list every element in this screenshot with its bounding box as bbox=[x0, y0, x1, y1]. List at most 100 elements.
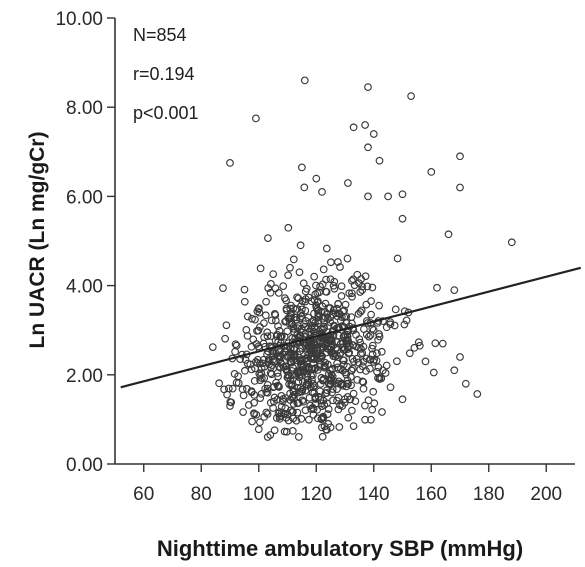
data-point bbox=[304, 293, 313, 302]
data-point bbox=[301, 406, 310, 415]
data-point bbox=[269, 270, 278, 278]
data-point bbox=[297, 414, 306, 423]
data-point bbox=[261, 384, 270, 393]
stats-annotation: N=854 r=0.194 p<0.001 bbox=[133, 25, 199, 123]
data-point bbox=[348, 289, 356, 298]
data-point bbox=[362, 330, 371, 339]
data-point bbox=[299, 279, 308, 288]
data-point bbox=[282, 427, 291, 436]
data-point bbox=[313, 414, 322, 423]
data-point bbox=[333, 351, 341, 360]
data-point bbox=[224, 384, 233, 393]
data-point bbox=[356, 308, 365, 316]
x-tick-label: 140 bbox=[358, 484, 390, 505]
data-point bbox=[431, 339, 440, 348]
data-point bbox=[289, 392, 297, 401]
data-point bbox=[321, 358, 330, 367]
data-point bbox=[405, 349, 414, 358]
y-tick-label: 0.00 bbox=[66, 455, 103, 476]
data-point bbox=[320, 362, 329, 371]
data-point bbox=[369, 358, 378, 366]
data-point bbox=[294, 399, 303, 407]
data-point bbox=[322, 244, 331, 253]
stat-p: p<0.001 bbox=[133, 103, 199, 123]
data-point bbox=[219, 284, 227, 292]
data-point bbox=[327, 337, 336, 346]
data-point bbox=[238, 385, 247, 394]
data-point bbox=[293, 383, 302, 392]
data-point bbox=[318, 423, 326, 432]
data-point bbox=[326, 336, 335, 344]
data-point bbox=[344, 413, 353, 422]
stat-n: N=854 bbox=[133, 25, 187, 45]
data-point bbox=[368, 341, 377, 350]
data-point bbox=[324, 344, 332, 353]
data-point bbox=[347, 381, 355, 390]
data-point bbox=[263, 381, 272, 389]
data-point bbox=[290, 390, 299, 399]
data-point bbox=[364, 143, 372, 152]
data-point bbox=[313, 345, 322, 353]
data-point bbox=[361, 401, 369, 410]
data-point bbox=[250, 377, 259, 385]
data-point bbox=[305, 415, 313, 424]
data-point bbox=[260, 413, 269, 421]
data-point bbox=[364, 83, 372, 91]
data-point bbox=[359, 357, 368, 366]
data-point bbox=[282, 317, 290, 325]
data-point bbox=[266, 398, 275, 407]
data-point bbox=[253, 307, 262, 316]
data-point bbox=[254, 425, 263, 434]
y-ticks: 0.00 2.00 4.00 6.00 8.00 10.00 bbox=[55, 9, 115, 476]
data-point bbox=[444, 230, 453, 239]
data-point bbox=[369, 387, 378, 396]
data-point bbox=[288, 320, 297, 329]
data-point bbox=[314, 366, 322, 374]
data-point bbox=[382, 361, 391, 370]
data-point bbox=[305, 393, 314, 402]
data-point bbox=[253, 327, 261, 335]
data-point bbox=[262, 408, 271, 417]
data-point bbox=[277, 359, 285, 368]
data-point bbox=[281, 294, 289, 302]
y-tick-label: 6.00 bbox=[66, 187, 103, 208]
data-point bbox=[433, 283, 441, 292]
data-point bbox=[301, 306, 310, 315]
data-point bbox=[373, 367, 381, 376]
data-point bbox=[324, 314, 332, 323]
data-point bbox=[456, 152, 464, 161]
data-point bbox=[319, 339, 327, 348]
y-tick-label: 4.00 bbox=[66, 277, 103, 298]
data-point bbox=[354, 310, 363, 318]
data-point bbox=[292, 416, 301, 425]
data-point bbox=[308, 321, 316, 330]
data-point bbox=[260, 319, 268, 327]
data-point bbox=[298, 163, 306, 172]
data-point bbox=[289, 255, 298, 264]
data-point bbox=[361, 415, 369, 424]
data-point bbox=[456, 183, 464, 192]
data-point bbox=[450, 366, 459, 375]
data-point bbox=[274, 322, 282, 330]
data-point bbox=[256, 264, 265, 273]
data-point bbox=[429, 368, 438, 377]
data-point bbox=[308, 375, 316, 384]
data-point bbox=[222, 321, 231, 330]
data-point bbox=[284, 271, 292, 280]
data-point bbox=[461, 379, 470, 388]
data-point bbox=[263, 433, 272, 441]
data-point bbox=[297, 328, 305, 337]
data-point bbox=[342, 370, 350, 379]
data-point bbox=[367, 310, 375, 319]
data-point bbox=[274, 289, 283, 297]
data-point bbox=[343, 345, 352, 353]
data-point bbox=[359, 384, 368, 393]
data-point bbox=[261, 311, 270, 320]
data-point bbox=[356, 365, 365, 374]
data-point bbox=[339, 360, 348, 369]
data-point bbox=[328, 372, 337, 381]
data-point bbox=[284, 223, 293, 232]
data-point bbox=[393, 254, 402, 263]
data-point bbox=[348, 355, 357, 363]
data-point bbox=[370, 399, 379, 408]
